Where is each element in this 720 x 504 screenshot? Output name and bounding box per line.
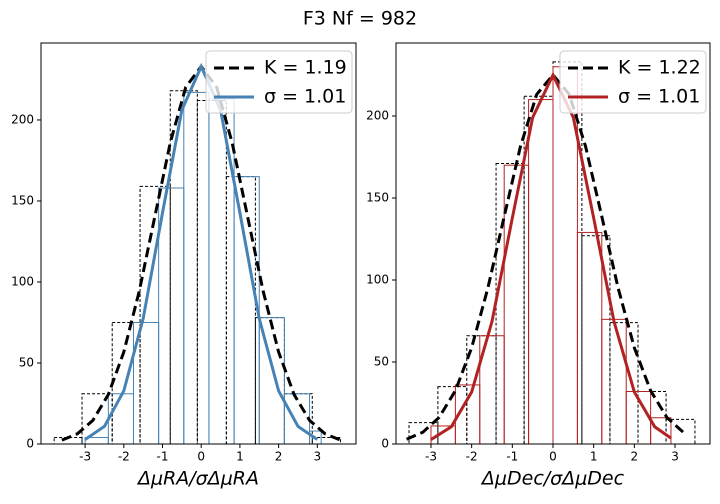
- histogram-bar: [283, 393, 311, 445]
- histogram-bar: [158, 187, 185, 445]
- curve: [61, 63, 342, 442]
- histogram-bar: [208, 98, 235, 445]
- x-tick-label: 0: [549, 450, 557, 464]
- histogram-bar: [528, 99, 554, 445]
- x-tick-label: -3: [425, 450, 437, 464]
- x-tick-label: -2: [466, 450, 478, 464]
- curve: [84, 62, 319, 441]
- y-tick-label: 100: [11, 274, 34, 288]
- y-tick-label: 100: [366, 272, 389, 286]
- axes-frame: [395, 42, 711, 445]
- legend-label: σ = 1.01: [264, 86, 346, 108]
- legend-label: σ = 1.01: [618, 86, 700, 108]
- figure-title: F3 Nf = 982: [303, 8, 417, 30]
- x-tick-label: -3: [79, 450, 91, 464]
- x-axis-label: ΔμDec/σΔμDec: [480, 468, 625, 490]
- y-tick-label: 0: [381, 437, 389, 451]
- y-tick-label: 150: [11, 193, 34, 207]
- histogram-bar: [581, 235, 611, 445]
- x-tick-label: 2: [631, 450, 639, 464]
- histogram-bar: [196, 100, 227, 445]
- x-axis-label: ΔμRA/σΔμRA: [136, 468, 259, 490]
- y-tick-label: 50: [19, 355, 34, 369]
- curve: [405, 72, 685, 441]
- legend-label: K = 1.22: [618, 57, 701, 79]
- histogram-bar: [53, 437, 83, 445]
- y-tick-label: 50: [374, 354, 389, 368]
- axes-frame: [40, 42, 357, 445]
- x-tick-label: -1: [157, 450, 169, 464]
- histogram-bar: [311, 437, 342, 445]
- x-tick-label: 0: [197, 450, 205, 464]
- x-tick-label: 1: [590, 450, 598, 464]
- histogram-bar: [601, 318, 627, 445]
- x-tick-label: -2: [118, 450, 130, 464]
- legend-label: K = 1.19: [264, 57, 347, 79]
- x-tick-label: 3: [671, 450, 679, 464]
- histogram-bar: [495, 163, 525, 445]
- y-tick-label: 150: [366, 190, 389, 204]
- y-tick-label: 200: [11, 112, 34, 126]
- x-tick-label: 1: [236, 450, 244, 464]
- histogram-bar: [183, 91, 210, 445]
- curve: [430, 71, 672, 441]
- x-tick-label: 3: [313, 450, 321, 464]
- x-tick-label: -1: [506, 450, 518, 464]
- x-tick-label: 2: [275, 450, 283, 464]
- y-tick-label: 0: [26, 437, 34, 451]
- histogram-bar: [430, 425, 456, 445]
- y-tick-label: 200: [366, 108, 389, 122]
- histogram-bar: [576, 231, 603, 445]
